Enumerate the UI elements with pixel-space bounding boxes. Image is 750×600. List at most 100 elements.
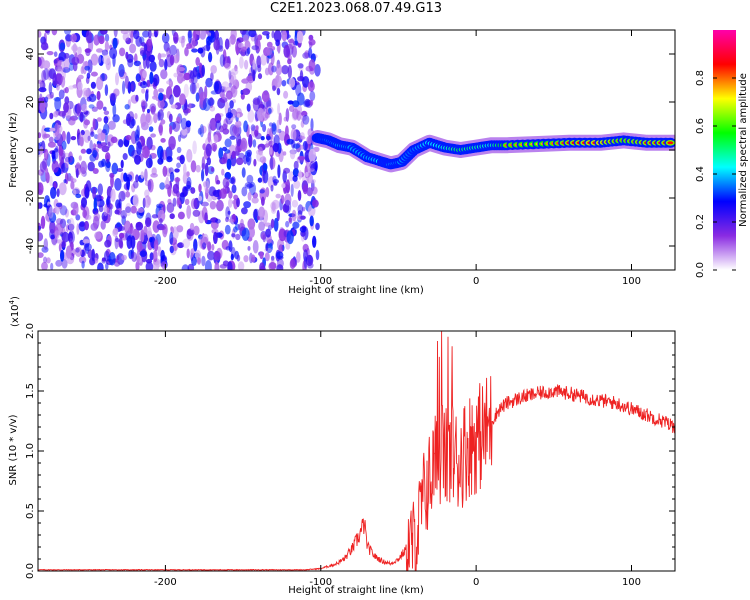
noise-blob <box>55 259 63 267</box>
noise-blob <box>180 117 188 130</box>
noise-blob <box>305 65 313 72</box>
noise-blob <box>142 56 147 69</box>
noise-blob <box>192 140 197 155</box>
noise-blob <box>315 222 320 231</box>
noise-blob <box>53 51 58 57</box>
noise-blob <box>145 89 149 102</box>
noise-blob <box>188 102 192 110</box>
noise-blob <box>195 164 201 173</box>
noise-blob <box>133 30 140 40</box>
x-tick-label: -200 <box>154 276 177 287</box>
noise-blob <box>63 179 67 184</box>
noise-blob <box>169 94 174 105</box>
noise-blob <box>103 116 109 124</box>
noise-blob <box>87 161 95 172</box>
noise-blob <box>92 187 96 200</box>
noise-blob <box>140 171 145 179</box>
noise-blob <box>229 100 234 109</box>
noise-blob <box>58 182 67 196</box>
y-tick-label: 20 <box>25 96 36 109</box>
noise-blob <box>168 113 173 123</box>
noise-blob <box>125 134 132 141</box>
noise-blob <box>182 186 189 197</box>
noise-blob <box>83 129 91 143</box>
noise-blob <box>293 180 301 189</box>
noise-blob <box>66 255 75 265</box>
noise-blob <box>72 189 77 196</box>
noise-blob <box>130 30 134 44</box>
noise-blob <box>229 74 235 85</box>
noise-blob <box>186 180 191 190</box>
noise-blob <box>118 226 125 231</box>
noise-blob <box>151 32 155 37</box>
noise-blob <box>38 252 44 258</box>
noise-blob <box>307 262 314 269</box>
noise-blob <box>38 132 42 139</box>
noise-blob <box>204 212 208 224</box>
noise-blob <box>207 241 212 252</box>
noise-blob <box>126 176 130 190</box>
noise-blob <box>143 43 148 52</box>
noise-blob <box>272 142 279 153</box>
noise-blob <box>192 67 198 78</box>
noise-blob <box>265 243 269 252</box>
noise-blob <box>92 149 98 158</box>
noise-blob <box>143 225 148 236</box>
noise-blob <box>246 174 254 184</box>
noise-blob <box>104 84 109 96</box>
noise-blob <box>39 161 47 173</box>
noise-blob <box>93 197 98 212</box>
noise-blob <box>135 73 141 83</box>
noise-blob <box>258 221 265 232</box>
noise-blob <box>211 244 215 251</box>
noise-blob <box>268 261 277 270</box>
noise-blob <box>81 260 85 269</box>
noise-blob <box>115 72 119 86</box>
noise-blob <box>214 261 220 270</box>
noise-blob <box>228 70 232 80</box>
noise-blob <box>312 235 317 248</box>
noise-blob <box>307 254 313 264</box>
noise-blob <box>201 64 205 77</box>
noise-blob <box>96 117 102 122</box>
noise-blob <box>186 205 192 219</box>
noise-blob <box>85 30 92 44</box>
noise-blob <box>224 38 230 50</box>
noise-blob <box>90 53 99 66</box>
noise-blob <box>153 74 160 86</box>
noise-blob <box>79 222 85 227</box>
noise-blob <box>56 83 60 91</box>
noise-blob <box>254 129 259 137</box>
noise-blob <box>92 118 96 130</box>
noise-blob <box>64 157 69 169</box>
noise-blob <box>273 217 279 232</box>
noise-blob <box>247 109 255 123</box>
noise-blob <box>243 120 249 133</box>
spectrogram-x-ticks: -200 -100 0 100 <box>154 30 641 287</box>
noise-blob <box>134 154 141 165</box>
noise-blob <box>251 45 259 51</box>
noise-blob <box>270 156 274 171</box>
noise-blob <box>197 257 201 265</box>
noise-blob <box>97 183 104 196</box>
noise-blob <box>297 190 302 201</box>
noise-blob <box>306 187 313 197</box>
noise-blob <box>273 181 278 186</box>
snr-y-multiplier-close: ) <box>10 296 21 300</box>
noise-blob <box>72 62 78 72</box>
noise-blob <box>221 93 226 100</box>
noise-blob <box>172 242 178 252</box>
snr-y-axis-label: SNR (10 * v/v) <box>8 414 19 485</box>
noise-blob <box>58 89 65 100</box>
noise-blob <box>206 157 211 166</box>
noise-blob <box>305 171 309 178</box>
noise-blob <box>141 99 146 107</box>
noise-blob <box>265 187 270 198</box>
noise-blob <box>114 209 120 215</box>
noise-blob <box>165 146 173 160</box>
noise-blob <box>124 75 129 89</box>
noise-blob <box>265 228 271 238</box>
noise-blob <box>242 34 249 43</box>
noise-blob <box>218 147 224 160</box>
